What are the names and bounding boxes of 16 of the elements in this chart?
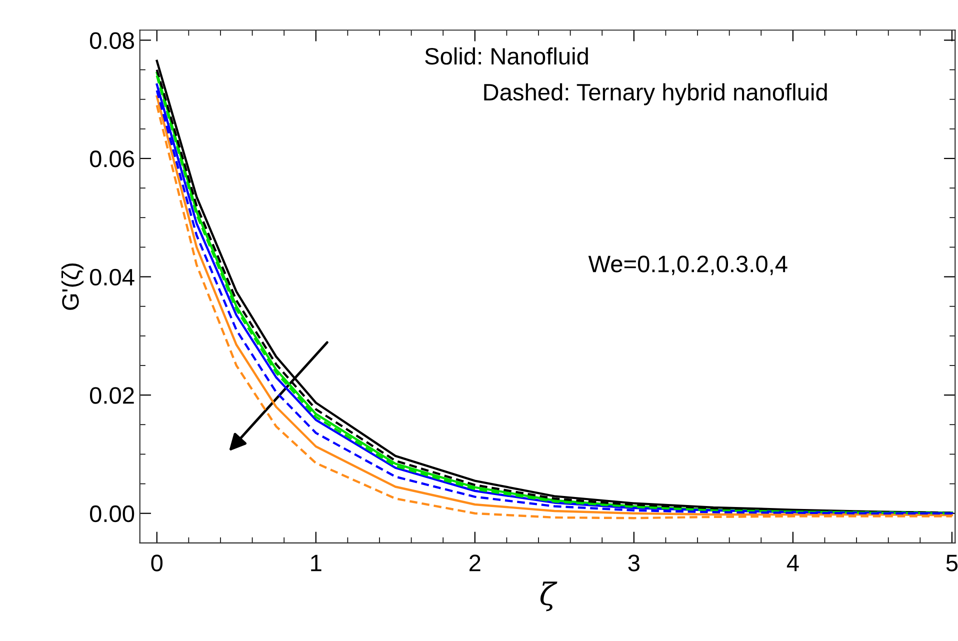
annotation: Solid: Nanofluid — [425, 47, 588, 65]
annotation: Dashed: Ternary hybrid nanofluid — [484, 83, 827, 106]
x-tick-label: 2 — [470, 554, 480, 572]
y-tick-label: 0.00 — [90, 505, 134, 522]
x-axis-title: ζ — [540, 582, 558, 612]
x-tick-label: 1 — [311, 554, 322, 572]
x-tick-label: 0 — [151, 554, 163, 572]
y-axis-title: G'(ζ) — [61, 263, 84, 310]
x-tick-label: 4 — [786, 554, 799, 572]
annotation: We=0.1,0.2,0.3.0,4 — [588, 256, 788, 276]
y-tick-label: 0.08 — [90, 32, 134, 49]
x-tick-label: 5 — [946, 554, 958, 572]
x-tick-label: 3 — [628, 554, 640, 572]
y-tick-label: 0.04 — [90, 268, 134, 286]
y-tick-label: 0.02 — [90, 387, 134, 404]
y-tick-label: 0.06 — [90, 150, 134, 168]
